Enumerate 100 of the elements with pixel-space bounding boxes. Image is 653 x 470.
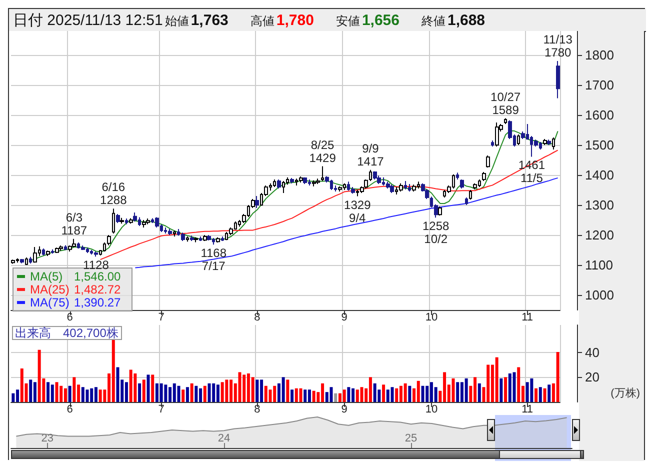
candlestick [338,186,342,192]
bar [534,388,538,402]
bar [60,386,63,402]
candlestick [456,172,459,180]
candlestick [373,170,377,180]
x-tick-label: 8 [254,312,260,324]
text: 終値 [421,14,446,28]
x-tick-label: 24 [218,432,230,444]
candlestick [146,218,150,225]
candlestick [386,181,390,189]
candlestick [72,238,76,248]
bar [504,377,508,402]
annotation: 8/25 1429 [309,138,336,165]
candlestick [473,182,477,190]
annotation: 10/27 1589 [490,90,521,117]
bar [548,384,551,402]
candlestick [547,139,551,146]
bar [220,382,224,402]
y-tick-label: 1500 [585,138,614,152]
candlestick [369,169,372,182]
bar [55,382,58,402]
annotation: 9/9 1417 [357,141,384,168]
candlestick [129,218,133,224]
x-tick-label: 11 [522,312,534,324]
x-tick-label: 25 [404,432,418,444]
x-tick-label: 7 [158,312,164,324]
y-tick-label: 1700 [585,78,614,92]
bar [33,382,36,402]
bar [342,390,346,402]
y-tick-label: 1200 [585,228,614,242]
bar [251,377,254,402]
candlestick [469,190,472,200]
bar [68,386,72,402]
candlestick [64,244,67,250]
bar [151,374,154,402]
annotation: 1168 7/17 [200,246,227,274]
candlestick [25,257,28,266]
bar [72,377,76,402]
annotation: 1128 [83,258,110,272]
candlestick [316,178,320,184]
candlestick [321,166,324,182]
bar [64,388,67,402]
bar [12,393,15,402]
candlestick [216,236,220,243]
y-tick-label: 1800 [585,48,614,62]
candlestick [116,214,120,224]
chart-title: 出来高 402,700株 [15,326,118,340]
bar [208,383,211,402]
bar [421,386,424,402]
annotation: 1258 10/2 [422,219,450,246]
bar [124,382,128,402]
candlestick [207,234,211,241]
text: 1,763 [190,12,228,29]
bar [426,386,429,402]
bar [452,378,455,402]
x-tick-label: 10 [425,404,438,416]
candlestick [46,250,50,256]
text: 日付 2025/11/13 12:51 [13,12,163,29]
legend-label: MA(5) [30,270,63,284]
candlestick [155,216,159,228]
candlestick [299,176,303,183]
bar [330,387,333,402]
bar [94,387,98,402]
y-tick-label: 1300 [585,198,614,212]
candlestick [94,251,98,258]
bar [203,386,206,402]
y-tick-label: 1000 [585,288,614,302]
bar [186,387,189,402]
candlestick [120,217,124,224]
bar [517,367,520,402]
bar [142,380,146,402]
candlestick [486,155,490,168]
candlestick [55,247,59,254]
bar [382,384,386,402]
text: 高値 [250,14,274,28]
bar [360,387,364,402]
bar [212,383,216,402]
annotation: 6/3 1187 [61,210,88,238]
bar [464,378,468,402]
bar [543,388,546,402]
candlestick [460,179,464,189]
candlestick [20,258,24,264]
candlestick [556,60,560,99]
candlestick [125,218,128,225]
bar [216,384,220,402]
bar [190,383,194,402]
bar [390,387,394,402]
candlestick [364,179,368,189]
bar [530,378,534,402]
candlestick [168,228,172,236]
candlestick [495,122,499,147]
text: 1,688 [447,12,486,29]
text: 安値 [336,14,360,28]
bar [556,352,560,402]
y-tick-label: 20 [585,370,600,385]
x-tick-label: 10 [425,312,438,324]
bar [46,382,50,402]
bar [164,384,168,402]
candlestick [203,234,207,242]
bar [273,386,276,402]
